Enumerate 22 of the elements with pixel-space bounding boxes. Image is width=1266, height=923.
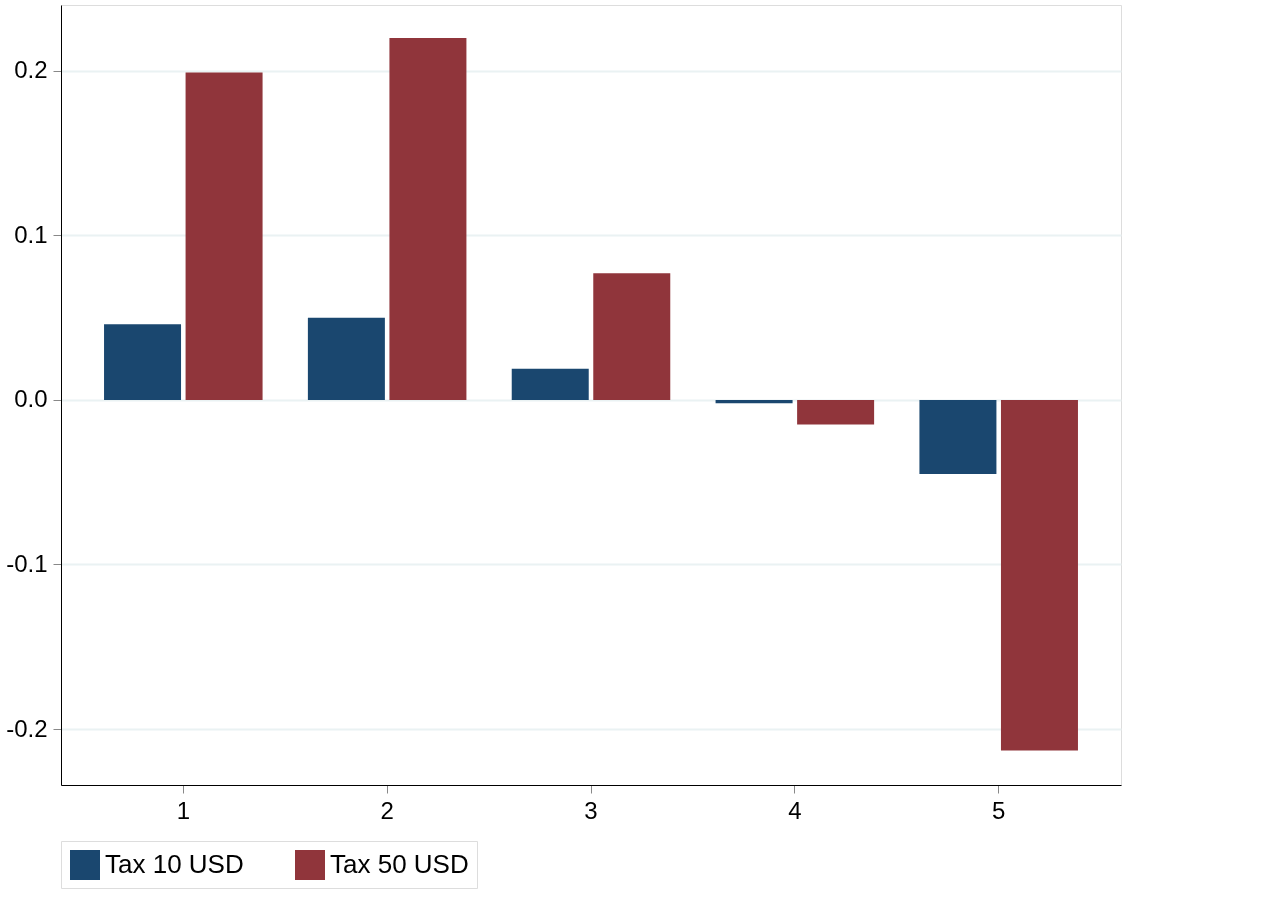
bar bbox=[389, 37, 467, 400]
y-tick-label: 0.2 bbox=[14, 56, 48, 84]
x-tick-label: 4 bbox=[788, 796, 802, 824]
x-tick-label: 3 bbox=[584, 796, 598, 824]
bar bbox=[1000, 399, 1078, 751]
x-tick-label: 2 bbox=[380, 796, 394, 824]
bar bbox=[511, 368, 589, 400]
x-tick-label: 5 bbox=[992, 796, 1006, 824]
y-tick-label: -0.1 bbox=[6, 549, 48, 577]
bar bbox=[797, 399, 875, 425]
bar bbox=[307, 317, 385, 400]
bar bbox=[919, 399, 997, 474]
bar bbox=[104, 324, 182, 400]
y-tick-label: 0.0 bbox=[14, 385, 48, 413]
y-tick-label: -0.2 bbox=[6, 714, 48, 742]
x-tick-label: 1 bbox=[176, 796, 190, 824]
bar bbox=[593, 273, 671, 400]
bar bbox=[715, 399, 793, 404]
bar bbox=[185, 72, 263, 400]
y-tick-label: 0.1 bbox=[14, 220, 48, 248]
legend-label: Tax 10 USD bbox=[105, 849, 244, 879]
legend-label: Tax 50 USD bbox=[330, 849, 469, 879]
